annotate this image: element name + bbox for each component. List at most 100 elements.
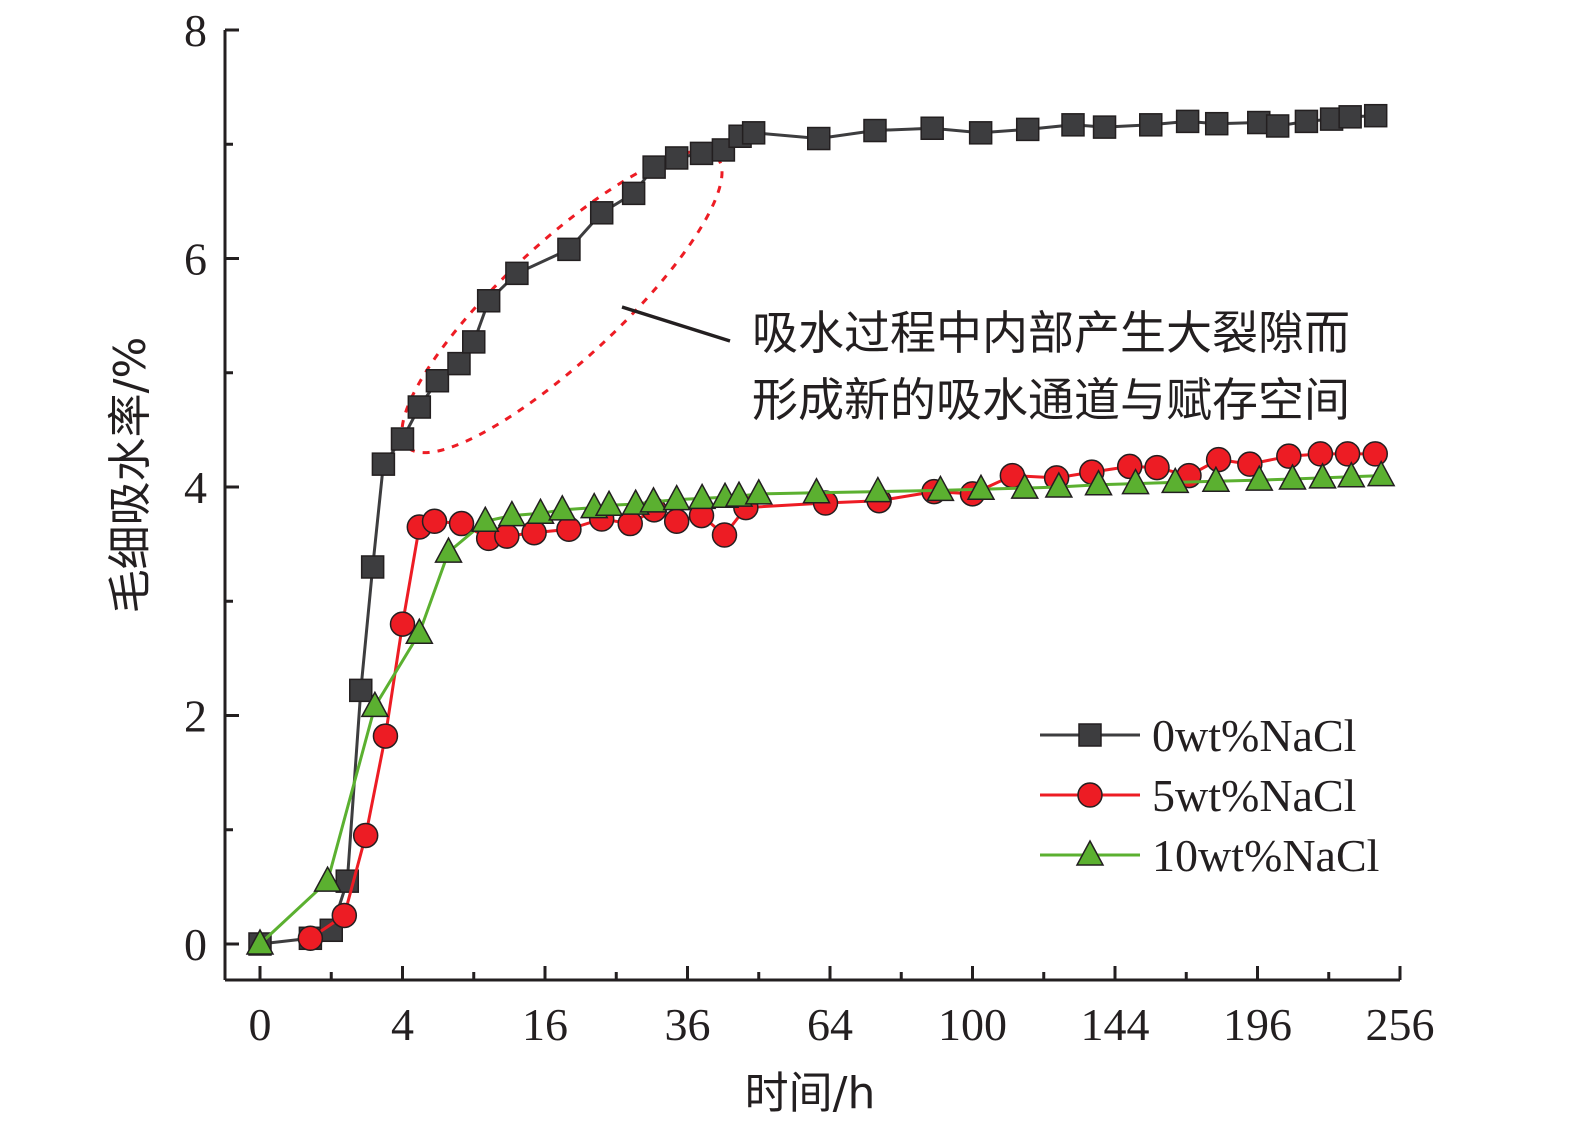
data-point (1160, 466, 1190, 494)
data-point (1144, 454, 1170, 481)
data-point (1362, 441, 1388, 467)
data-point (371, 452, 396, 476)
data-point (1121, 467, 1150, 495)
data-point (1175, 109, 1200, 134)
data-point (448, 510, 475, 537)
data-point (589, 201, 614, 225)
data-point (1265, 114, 1290, 138)
x-axis-title: 时间/h (745, 1068, 876, 1119)
series-square (248, 103, 1388, 956)
data-point (1015, 117, 1040, 142)
legend-label: 0wt%NaCl (1152, 710, 1356, 761)
data-point (521, 519, 547, 546)
data-point (1201, 465, 1231, 493)
legend-item: 10wt%NaCl (1040, 830, 1379, 881)
data-point (1338, 105, 1362, 129)
data-point (724, 480, 754, 507)
x-tick-label: 36 (665, 999, 711, 1050)
data-point (802, 477, 831, 504)
data-point (1010, 472, 1039, 499)
data-point (1307, 441, 1334, 467)
data-point (1308, 462, 1337, 489)
x-tick-label: 16 (522, 999, 568, 1050)
series-triangle (245, 460, 1396, 955)
legend-item: 5wt%NaCl (1040, 770, 1356, 821)
data-point (1363, 103, 1388, 128)
x-tick-label: 4 (391, 999, 414, 1050)
data-point (360, 690, 390, 718)
data-point (920, 116, 944, 141)
data-point (926, 474, 955, 502)
data-point (1061, 113, 1085, 137)
data-point (863, 118, 887, 143)
data-point (557, 237, 581, 262)
x-tick-label: 64 (807, 999, 853, 1050)
y-tick-label: 4 (184, 462, 207, 513)
x-tick-label: 256 (1366, 999, 1435, 1050)
series (245, 103, 1396, 956)
data-point (741, 121, 766, 145)
data-point (390, 427, 415, 451)
data-point (689, 141, 714, 166)
data-point (331, 902, 358, 929)
data-point (447, 351, 471, 376)
data-point (1044, 471, 1074, 498)
annotation-ellipse (400, 149, 724, 455)
data-point (1204, 111, 1229, 136)
data-point (1276, 443, 1302, 469)
data-point (687, 482, 717, 510)
data-point (639, 486, 668, 513)
x-tick-label: 196 (1223, 999, 1292, 1050)
y-tick-label: 0 (184, 919, 207, 970)
data-point (642, 155, 666, 179)
y-tick-label: 6 (184, 234, 207, 285)
data-point (421, 508, 448, 535)
data-point (1366, 460, 1396, 487)
data-point (405, 617, 434, 644)
data-point (1205, 446, 1232, 473)
data-point (1237, 451, 1263, 477)
data-point (471, 505, 500, 533)
data-point (372, 723, 399, 749)
data-point (245, 928, 275, 955)
data-point (594, 489, 624, 517)
data-point (807, 126, 831, 151)
data-point (349, 678, 373, 703)
legend: 0wt%NaCl 5wt%NaCl 10wt%NaCl (1040, 710, 1379, 881)
data-point (664, 146, 689, 170)
annotation: 吸水过程中内部产生大裂隙而 形成新的吸水通道与赋存空间 (400, 149, 1350, 455)
data-point (663, 508, 690, 535)
legend-label: 5wt%NaCl (1152, 770, 1356, 821)
data-point (389, 611, 416, 637)
data-point (360, 555, 385, 579)
data-point (863, 475, 893, 503)
annotation-line-1: 吸水过程中内部产生大裂隙而 (752, 306, 1350, 360)
data-point (526, 497, 555, 525)
data-point (966, 473, 996, 501)
data-point (1245, 464, 1274, 491)
data-point (476, 289, 501, 313)
data-point (548, 494, 577, 521)
x-tick-label: 100 (938, 999, 1007, 1050)
data-point (407, 395, 432, 419)
data-point (1084, 469, 1113, 496)
data-point (621, 181, 646, 206)
data-point (1092, 115, 1117, 139)
data-point (494, 523, 520, 549)
data-point (1337, 461, 1366, 488)
x-tick-label: 0 (249, 999, 272, 1050)
data-point (744, 478, 774, 505)
legend-marker (1075, 839, 1105, 866)
data-point (352, 822, 379, 849)
legend-item: 0wt%NaCl (1040, 710, 1356, 761)
data-point (497, 499, 527, 527)
data-point (1278, 463, 1307, 490)
data-point (1139, 113, 1163, 137)
data-point (505, 261, 529, 286)
data-point (425, 368, 450, 393)
data-point (1334, 441, 1361, 467)
data-point (968, 121, 993, 145)
data-point (662, 483, 691, 511)
data-point (297, 925, 324, 952)
